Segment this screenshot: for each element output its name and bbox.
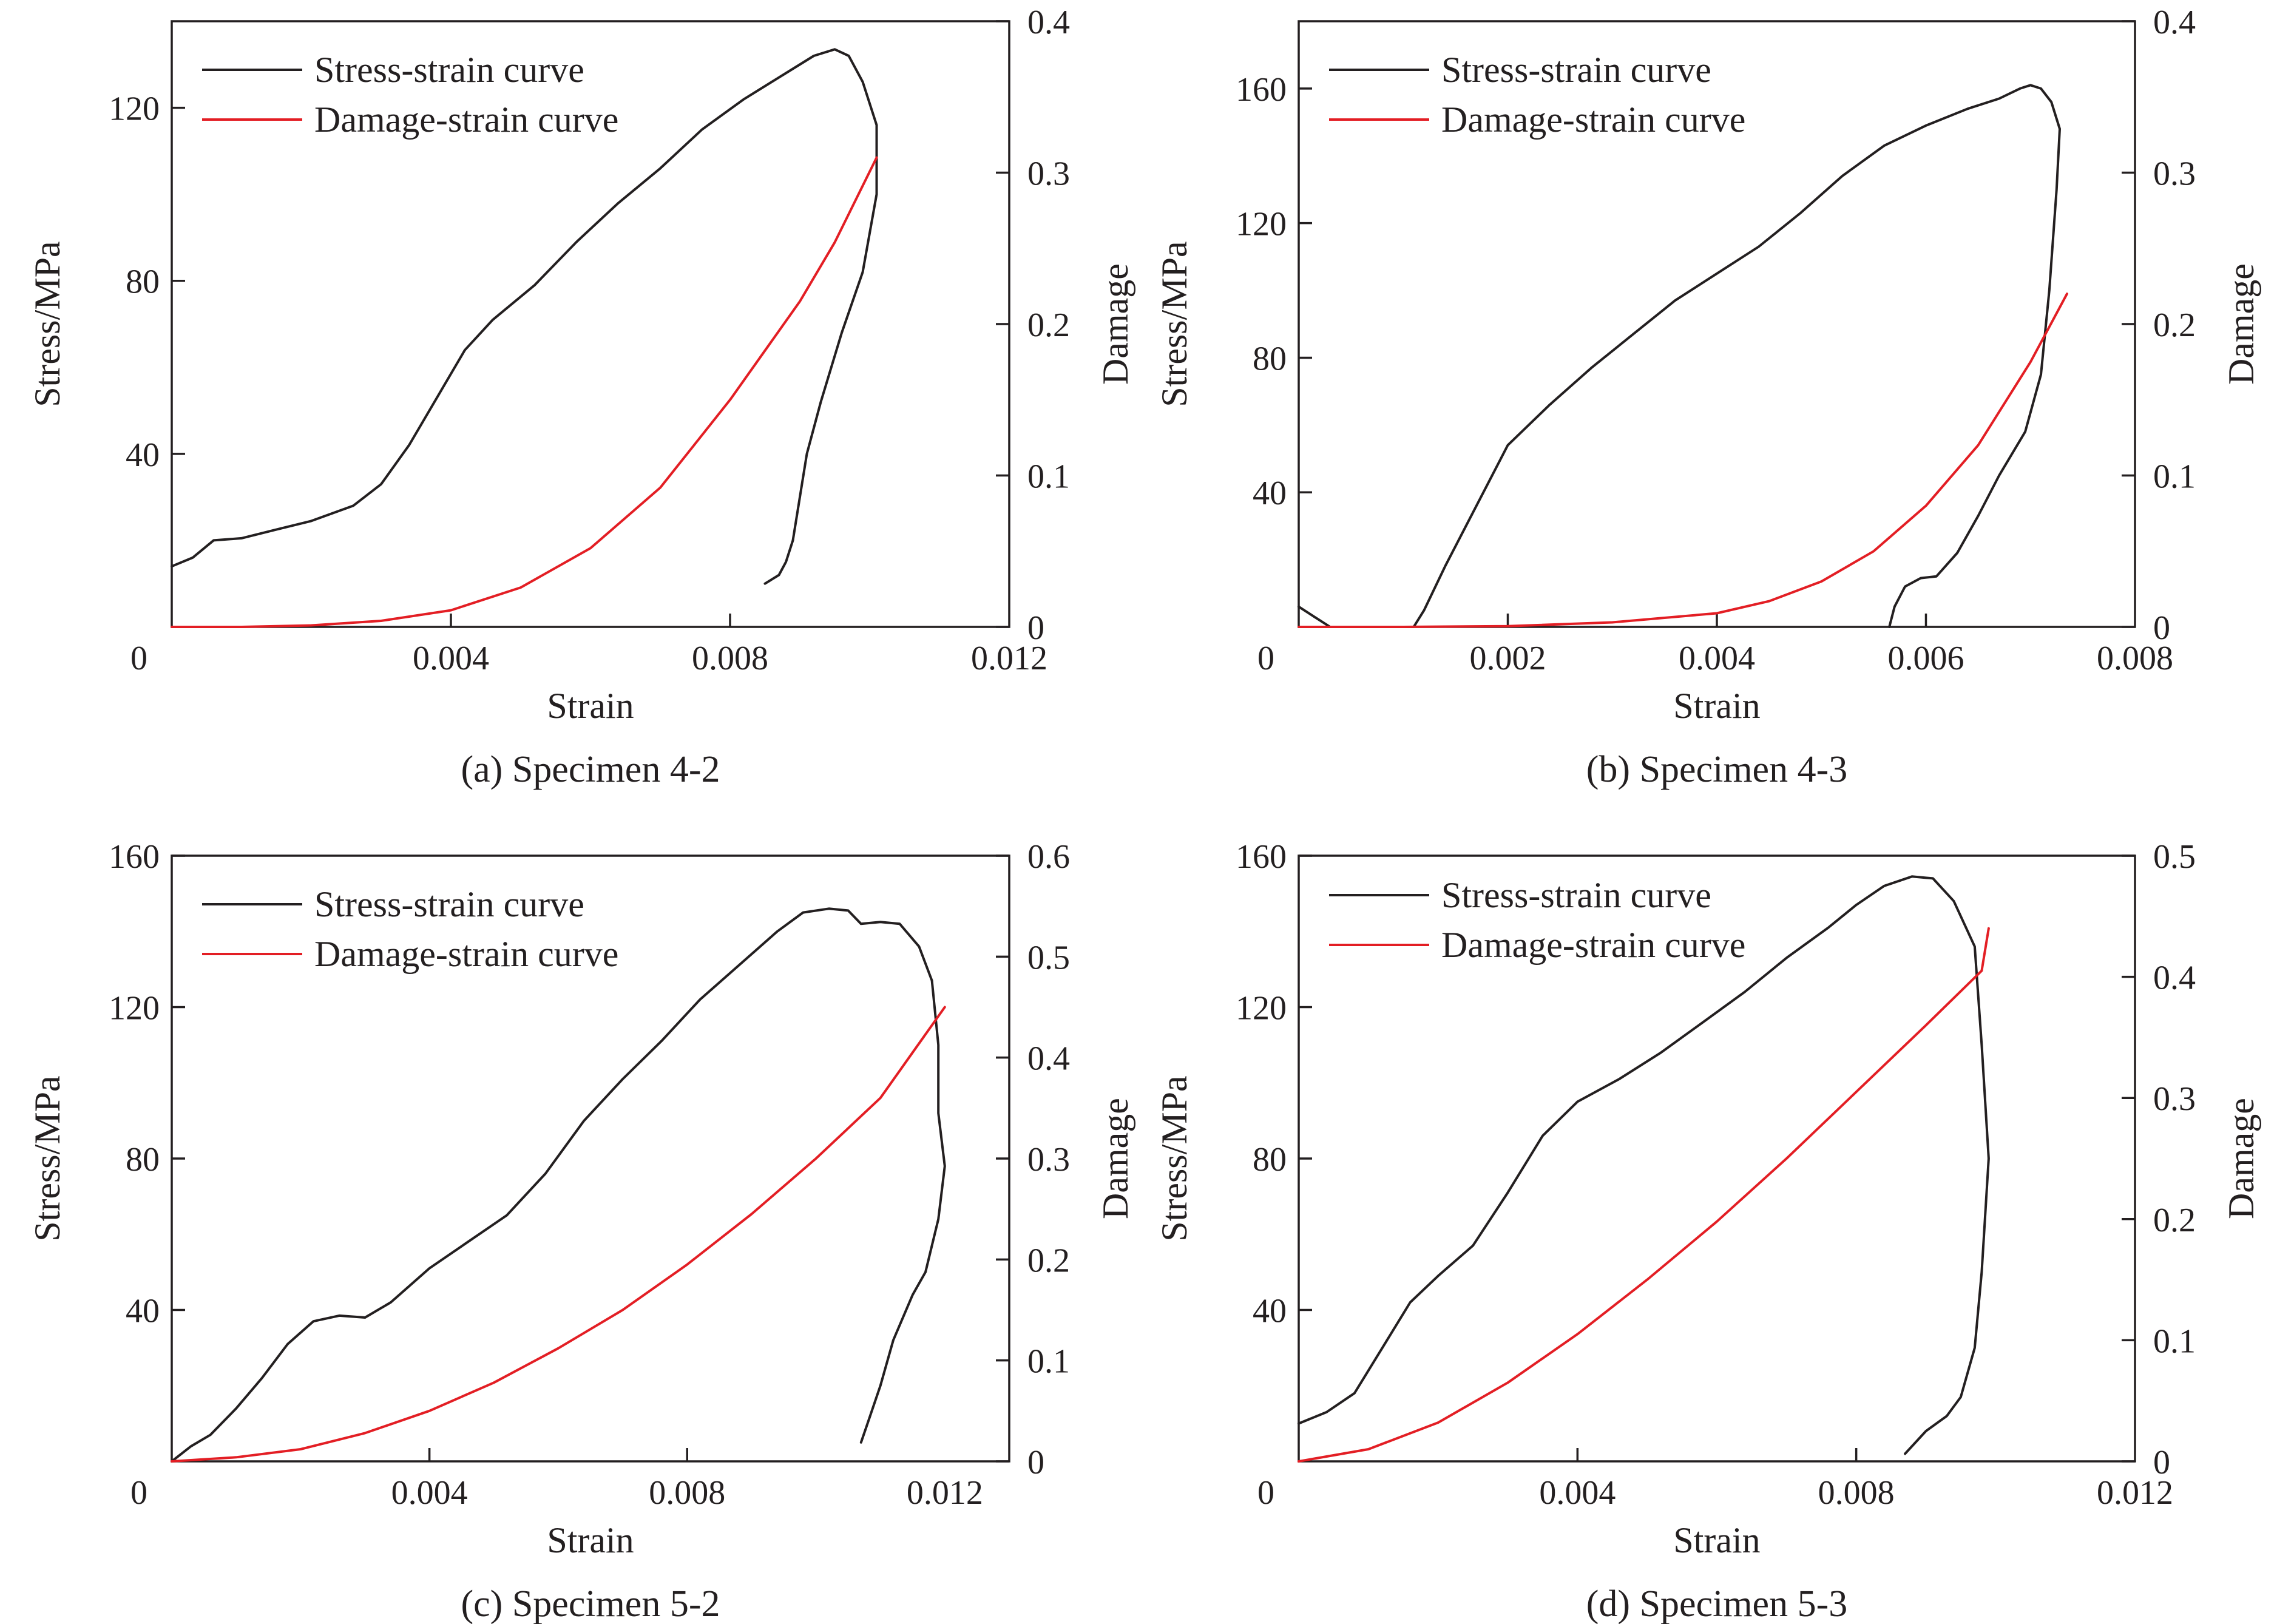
chart-3-y-tick-label: 160 [109,838,160,876]
chart-4-y-tick-label: 160 [1236,838,1287,876]
chart-4-y-tick-label: 80 [1253,1141,1287,1179]
chart-3-y-tick-label: 120 [109,990,160,1027]
chart-1-y-tick-label: 80 [126,263,160,301]
chart-4-caption: (d) Specimen 5-3 [1586,1583,1847,1624]
chart-4-stress-strain-line [1298,875,1990,1455]
chart-2-y-tick-label: 120 [1236,206,1287,243]
chart-3: 0 0.004 0.008 0.012 40 80 120 160 0 0.1 0.2 0.3 0.4 0… [27,838,1135,1624]
chart-1-y2-tick-label: 0 [1027,609,1044,647]
chart-3-x-tick-label: 0 [130,1474,147,1512]
chart-1-damage-strain-line [171,156,878,628]
chart-4-y2-tick-label: 0.5 [2153,838,2196,876]
chart-3-x-axis-title: Strain [547,1520,634,1560]
chart-4-y-axis-title: Stress/MPa [1154,1075,1194,1241]
chart-3-stress-strain-line [171,907,946,1463]
chart-4-x-tick-label: 0.004 [1539,1474,1616,1512]
chart-1-x-tick-label: 0.004 [413,640,489,677]
chart-4-damage-strain-line [1298,927,1990,1463]
chart-4-y-tick-label: 40 [1253,1293,1287,1330]
chart-4-y2-tick-label: 0.2 [2153,1202,2196,1239]
chart-3-y2-tick-label: 0.3 [1027,1141,1070,1179]
chart-1-y-tick-label: 40 [126,436,160,474]
chart-1-legend-label: Damage-strain curve [314,100,618,140]
chart-2-x-axis-title: Strain [1673,686,1760,726]
chart-1: 0 0.004 0.008 0.012 40 80 120 0 0.1 0.2 0.3 0.4 Stra… [27,4,1135,790]
chart-2-y-axis-title: Stress/MPa [1154,241,1194,407]
chart-4-y2-tick-label: 0.1 [2153,1322,2196,1360]
chart-4-x-tick-label: 0.008 [1818,1474,1895,1512]
chart-2-legend-label: Damage-strain curve [1441,100,1745,140]
chart-3-y2-tick-label: 0.2 [1027,1242,1070,1279]
chart-2-y-tick-label: 40 [1253,475,1287,512]
chart-3-y2-tick-label: 0.4 [1027,1040,1070,1078]
chart-1-y-tick-label: 120 [109,90,160,128]
chart-4-y2-axis-title: Damage [2221,1098,2261,1219]
chart-3-legend-label: Stress-strain curve [314,884,584,924]
chart-1-y2-axis-title: Damage [1095,263,1135,385]
chart-4-x-tick-label: 0 [1257,1474,1274,1512]
chart-2-damage-strain-line [1298,293,2068,628]
chart-1-x-tick-label: 0.008 [692,640,768,677]
chart-3-legend: Stress-strain curve Damage-strain curve [202,884,618,974]
chart-2: 0 0.002 0.004 0.006 0.008 40 80 120 160 0 0.1 0.2 0.… [1154,4,2261,790]
chart-1-x-tick-label: 0 [130,640,147,677]
chart-3-legend-label: Damage-strain curve [314,934,618,974]
chart-2-x-tick-label: 0.004 [1679,640,1755,677]
chart-4-legend: Stress-strain curve Damage-strain curve [1329,875,1745,965]
chart-3-y2-tick-label: 0 [1027,1444,1044,1481]
chart-2-y2-tick-label: 0.4 [2153,4,2196,41]
chart-4-y2-tick-label: 0.4 [2153,959,2196,997]
chart-4-y2-tick-label: 0.3 [2153,1080,2196,1118]
chart-3-y2-axis-title: Damage [1095,1098,1135,1219]
chart-4-legend-label: Damage-strain curve [1441,925,1745,965]
chart-1-x-axis-title: Strain [547,686,634,726]
chart-3-y-tick-label: 80 [126,1141,160,1179]
chart-1-legend: Stress-strain curve Damage-strain curve [202,50,618,140]
chart-3-x-tick-label: 0.004 [391,1474,468,1512]
chart-3-x-tick-label: 0.012 [907,1474,983,1512]
chart-4: 0 0.004 0.008 0.012 40 80 120 160 0 0.1 0.2 0.3 0.4 0… [1154,838,2261,1624]
chart-1-y2-tick-label: 0.2 [1027,306,1070,344]
chart-2-x-tick-label: 0.008 [2097,640,2173,677]
chart-1-stress-strain-line [171,48,878,585]
chart-3-x-tick-label: 0.008 [649,1474,725,1512]
chart-2-stress-strain-line [1298,84,2061,628]
chart-1-y2-tick-label: 0.4 [1027,4,1070,41]
chart-1-legend-label: Stress-strain curve [314,50,584,90]
chart-3-y2-tick-label: 0.5 [1027,939,1070,976]
chart-3-y2-tick-label: 0.6 [1027,838,1070,876]
chart-2-y-tick-label: 80 [1253,340,1287,377]
chart-3-caption: (c) Specimen 5-2 [461,1583,720,1624]
chart-2-legend-label: Stress-strain curve [1441,50,1711,90]
chart-2-y2-axis-title: Damage [2221,263,2261,385]
chart-2-y2-tick-label: 0.2 [2153,306,2196,344]
chart-4-y-tick-label: 120 [1236,990,1287,1027]
chart-2-y-tick-label: 160 [1236,71,1287,109]
chart-4-x-tick-label: 0.012 [2097,1474,2173,1512]
chart-3-y-tick-label: 40 [126,1293,160,1330]
chart-2-y2-tick-label: 0 [2153,609,2170,647]
chart-1-x-tick-label: 0.012 [971,640,1047,677]
chart-2-x-tick-label: 0.002 [1470,640,1546,677]
chart-1-y2-tick-label: 0.1 [1027,458,1070,496]
chart-3-y2-tick-label: 0.1 [1027,1343,1070,1381]
chart-2-y2-tick-label: 0.1 [2153,458,2196,496]
chart-4-legend-label: Stress-strain curve [1441,875,1711,915]
chart-2-y2-tick-label: 0.3 [2153,155,2196,193]
chart-2-caption: (b) Specimen 4-3 [1586,749,1847,790]
chart-1-caption: (a) Specimen 4-2 [461,749,720,790]
chart-1-y2-tick-label: 0.3 [1027,155,1070,193]
chart-3-damage-strain-line [171,1006,946,1463]
chart-4-y2-tick-label: 0 [2153,1444,2170,1481]
chart-4-x-axis-title: Strain [1673,1520,1760,1560]
chart-3-y-axis-title: Stress/MPa [27,1075,67,1241]
chart-2-x-tick-label: 0.006 [1888,640,1964,677]
chart-1-y-axis-title: Stress/MPa [27,241,67,407]
chart-2-x-tick-label: 0 [1257,640,1274,677]
chart-2-legend: Stress-strain curve Damage-strain curve [1329,50,1745,140]
